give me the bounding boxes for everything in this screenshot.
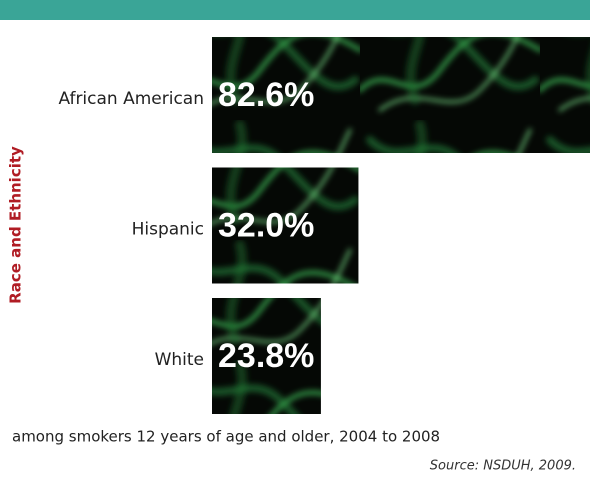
value-label: 23.8% — [218, 337, 314, 375]
source: Source: NSDUH, 2009. — [430, 459, 576, 474]
category-label: White — [155, 350, 204, 370]
footnote: among smokers 12 years of age and older,… — [12, 428, 440, 446]
header-band — [0, 0, 590, 20]
category-label: African American — [58, 89, 204, 109]
value-label: 32.0% — [218, 206, 314, 244]
y-axis-label: Race and Ethnicity — [7, 146, 25, 304]
category-label: Hispanic — [132, 220, 204, 240]
value-label: 82.6% — [218, 76, 314, 114]
